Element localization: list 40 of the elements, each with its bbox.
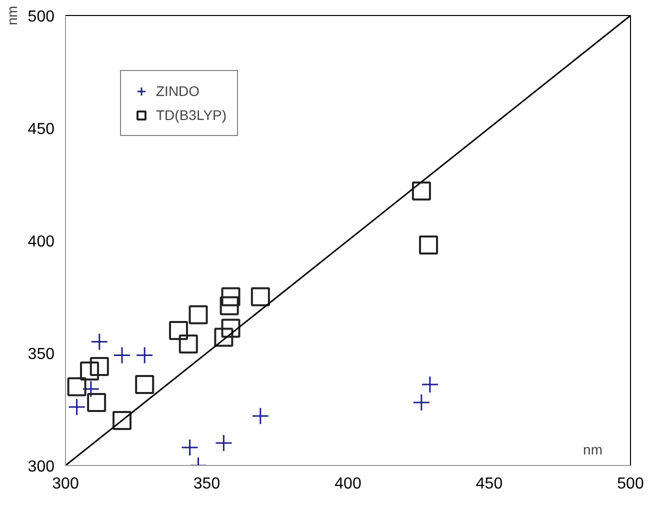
point — [90, 333, 108, 350]
point — [113, 346, 131, 364]
point — [252, 407, 270, 425]
point — [68, 398, 86, 416]
point — [221, 318, 240, 338]
y-tick-label: 350 — [28, 346, 55, 363]
y-tick-label: 300 — [28, 458, 55, 476]
point — [412, 394, 430, 412]
point — [221, 287, 240, 306]
y-tick-label: 500 — [28, 8, 55, 26]
point — [214, 328, 234, 347]
x-tick-label: 400 — [334, 476, 362, 492]
point — [188, 305, 208, 324]
point — [90, 357, 109, 376]
point — [214, 434, 232, 452]
x-axis-title: nm — [583, 442, 603, 458]
point — [412, 182, 431, 200]
x-tick-label: 450 — [476, 476, 503, 492]
point — [136, 346, 154, 364]
point — [135, 375, 154, 394]
y-tick-label: 450 — [28, 121, 55, 138]
y-axis-title: nm — [4, 6, 20, 26]
y-tick-label: 400 — [28, 234, 55, 250]
point — [112, 411, 132, 430]
point — [421, 376, 439, 394]
x-tick-label: 350 — [193, 476, 220, 492]
point — [250, 287, 270, 306]
legend-label: ZINDO — [156, 83, 200, 99]
point — [169, 321, 188, 340]
legend-label: TD(B3LYP) — [156, 107, 227, 123]
x-tick-label: 300 — [52, 476, 79, 492]
point — [67, 377, 86, 396]
point — [220, 296, 239, 316]
point — [80, 362, 100, 380]
point — [181, 438, 199, 456]
x-tick-label: 500 — [617, 476, 644, 492]
point — [419, 236, 438, 254]
point — [178, 334, 198, 354]
point — [87, 393, 106, 412]
point — [82, 380, 100, 398]
